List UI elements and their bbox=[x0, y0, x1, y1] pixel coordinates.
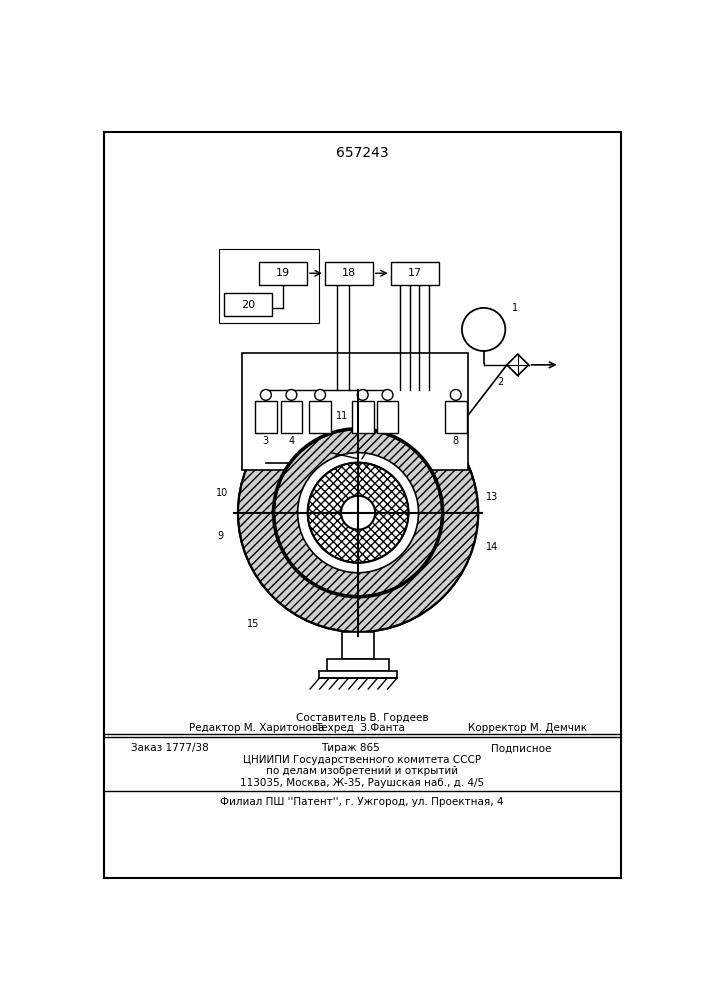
Circle shape bbox=[357, 389, 368, 400]
Text: 8: 8 bbox=[452, 436, 459, 446]
Text: 14: 14 bbox=[486, 542, 498, 552]
Bar bbox=[224, 293, 272, 316]
Text: 13: 13 bbox=[486, 492, 498, 502]
Text: 19: 19 bbox=[276, 268, 290, 278]
Circle shape bbox=[274, 430, 442, 596]
Text: 5: 5 bbox=[317, 436, 323, 446]
Text: по делам изобретений и открытий: по делам изобретений и открытий bbox=[266, 766, 458, 776]
Circle shape bbox=[315, 389, 325, 400]
Text: 15: 15 bbox=[247, 619, 259, 629]
Circle shape bbox=[260, 389, 271, 400]
Text: ЦНИИПИ Государственного комитета СССР: ЦНИИПИ Государственного комитета СССР bbox=[243, 755, 481, 765]
Text: Подписное: Подписное bbox=[491, 743, 551, 753]
Text: 16: 16 bbox=[363, 411, 376, 421]
Text: 17: 17 bbox=[408, 268, 421, 278]
Circle shape bbox=[450, 389, 461, 400]
Circle shape bbox=[298, 453, 419, 573]
Circle shape bbox=[273, 428, 443, 597]
Text: 3: 3 bbox=[263, 436, 269, 446]
Text: 4: 4 bbox=[288, 436, 295, 446]
Bar bbox=[391, 262, 438, 285]
Text: 10: 10 bbox=[216, 488, 228, 498]
Bar bbox=[352, 401, 373, 433]
Circle shape bbox=[308, 463, 409, 563]
Text: Техред  З.Фанта: Техред З.Фанта bbox=[315, 723, 404, 733]
Circle shape bbox=[462, 308, 506, 351]
Text: 1: 1 bbox=[512, 303, 518, 313]
Text: 9: 9 bbox=[218, 531, 224, 541]
Polygon shape bbox=[507, 354, 529, 376]
Text: Корректор М. Демчик: Корректор М. Демчик bbox=[468, 723, 588, 733]
Bar bbox=[341, 632, 374, 659]
Bar bbox=[320, 671, 397, 678]
Circle shape bbox=[382, 389, 393, 400]
Text: 11: 11 bbox=[337, 411, 349, 421]
Text: 2: 2 bbox=[498, 377, 504, 387]
Text: Составитель В. Гордеев: Составитель В. Гордеев bbox=[296, 713, 428, 723]
Text: 657243: 657243 bbox=[336, 146, 388, 160]
Bar bbox=[445, 401, 467, 433]
Circle shape bbox=[286, 389, 297, 400]
Text: 12: 12 bbox=[387, 411, 399, 421]
Bar bbox=[327, 659, 389, 671]
Bar bbox=[377, 401, 398, 433]
Text: 7: 7 bbox=[385, 436, 391, 446]
Text: Филиал ПШ ''Патент'', г. Ужгород, ул. Проектная, 4: Филиал ПШ ''Патент'', г. Ужгород, ул. Пр… bbox=[220, 797, 503, 807]
Bar bbox=[255, 401, 276, 433]
Text: Редактор М. Харитонова: Редактор М. Харитонова bbox=[189, 723, 325, 733]
Text: 20: 20 bbox=[241, 300, 255, 310]
Circle shape bbox=[238, 393, 478, 632]
Bar bbox=[259, 262, 307, 285]
Bar bbox=[218, 249, 320, 323]
Text: Заказ 1777/38: Заказ 1777/38 bbox=[131, 743, 209, 753]
Text: Тираж 865: Тираж 865 bbox=[321, 743, 380, 753]
Text: 18: 18 bbox=[341, 268, 356, 278]
Bar bbox=[309, 401, 331, 433]
Bar bbox=[281, 401, 303, 433]
Text: 113035, Москва, Ж-35, Раушская наб., д. 4/5: 113035, Москва, Ж-35, Раушская наб., д. … bbox=[240, 778, 484, 788]
Circle shape bbox=[341, 496, 375, 530]
Text: 6: 6 bbox=[360, 436, 366, 446]
Bar bbox=[325, 262, 373, 285]
Bar bbox=[242, 353, 468, 470]
